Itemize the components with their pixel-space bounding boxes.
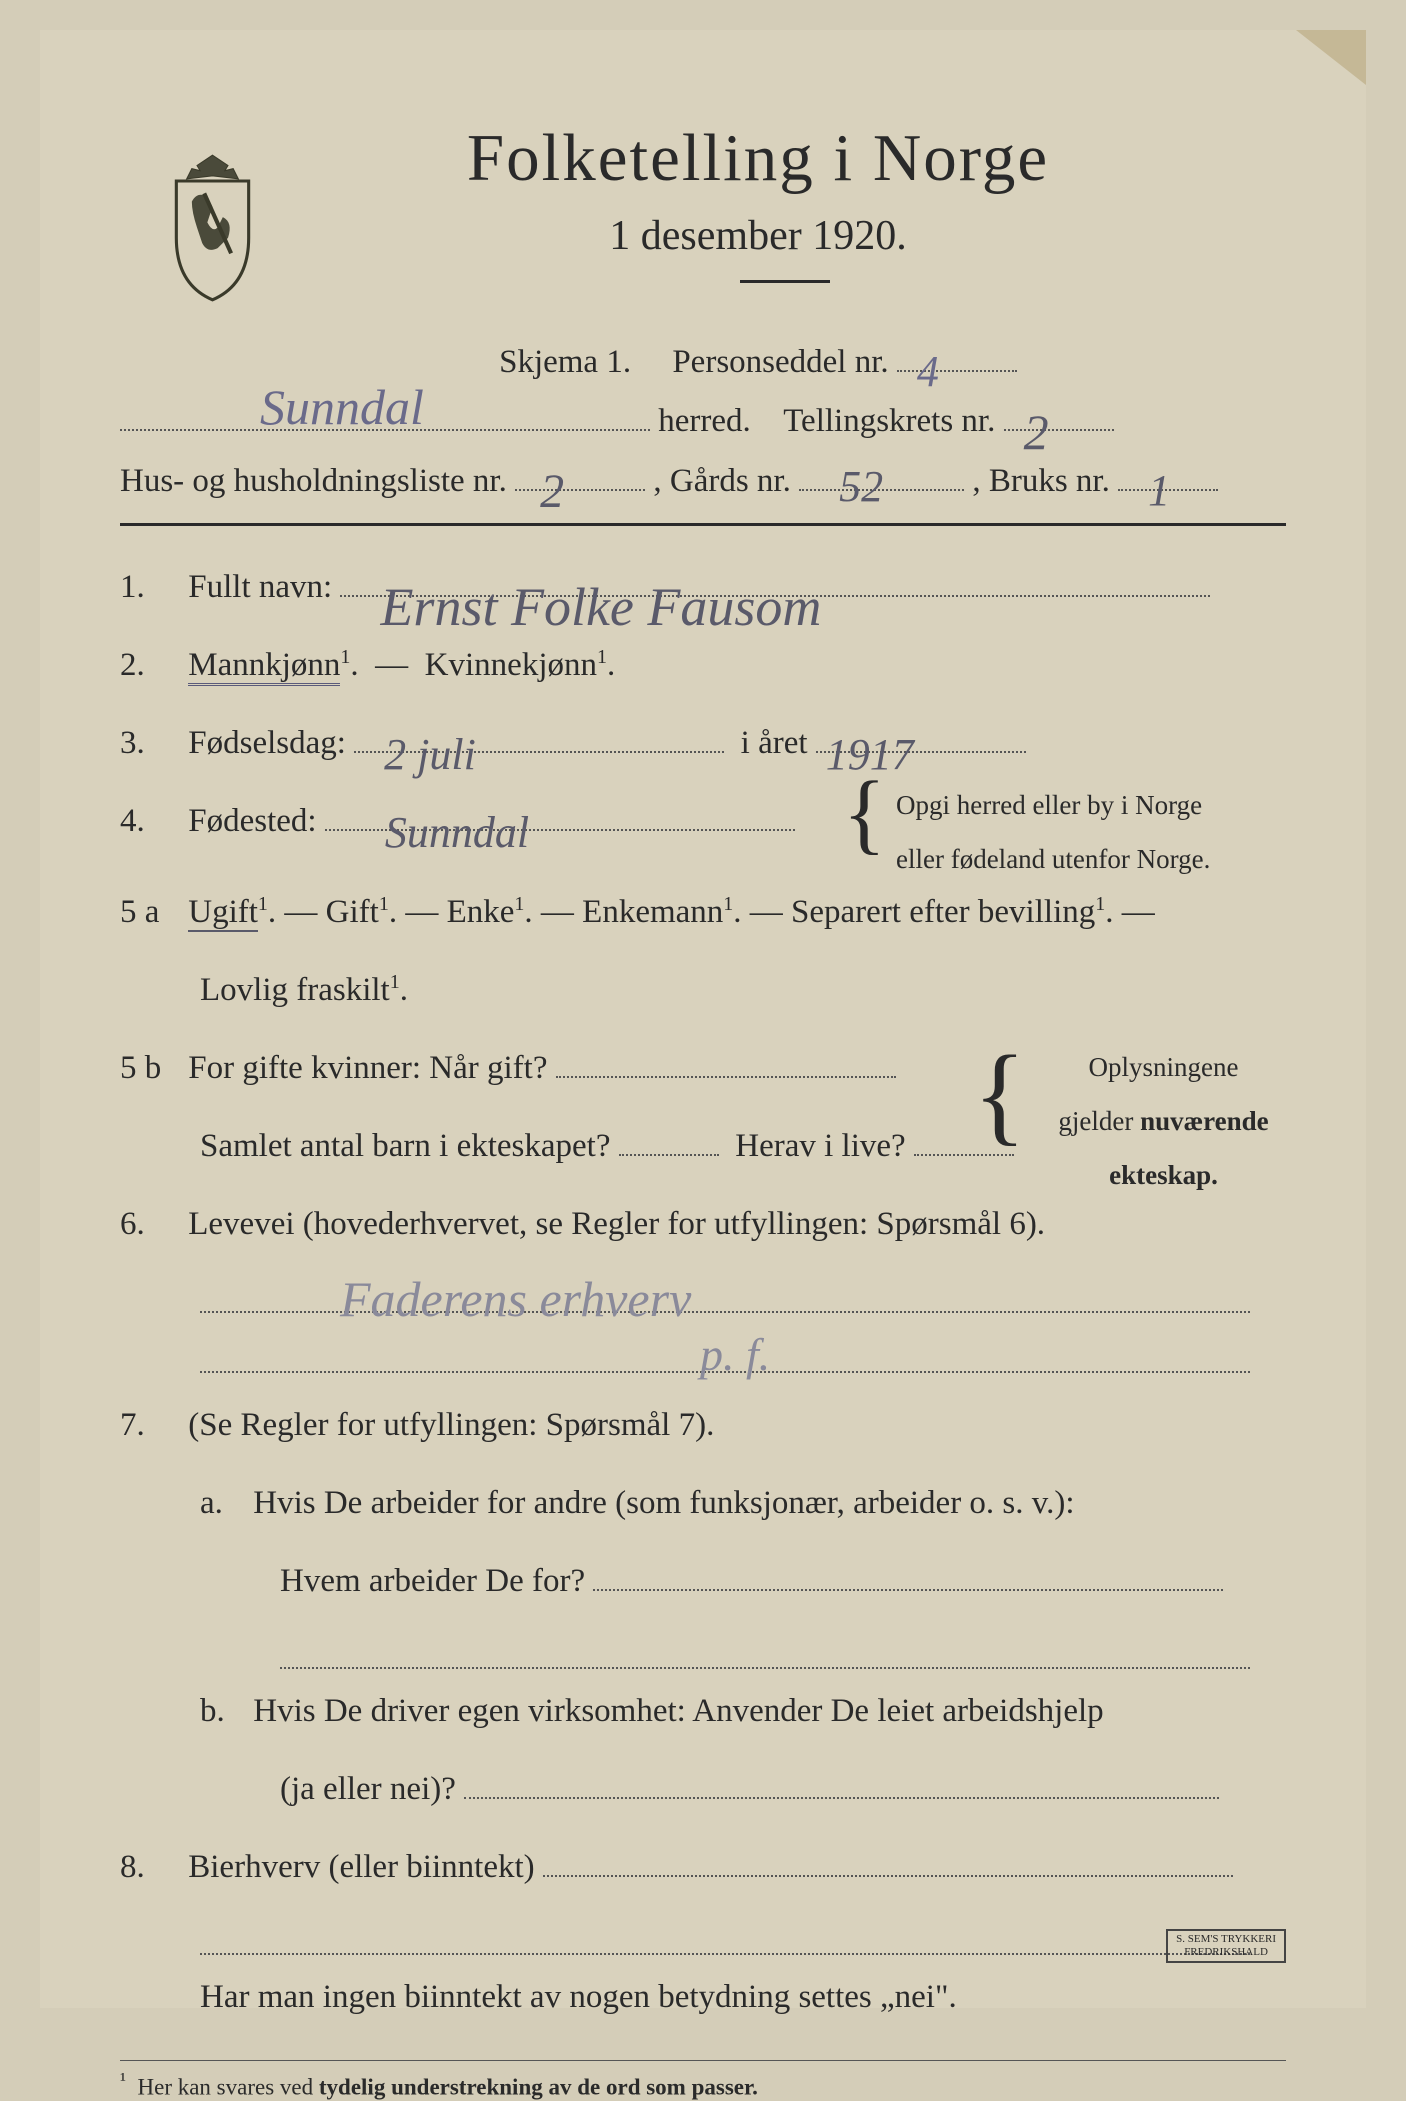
question-2: 2. Mannkjønn1. — Kvinnekjønn1. — [120, 632, 1286, 698]
bruks-value: 1 — [1148, 451, 1170, 530]
q1-label: Fullt navn: — [188, 569, 332, 605]
q7b-text2: (ja eller nei)? — [280, 1771, 456, 1807]
main-title: Folketelling i Norge — [230, 120, 1286, 197]
question-5a-cont: Lovlig fraskilt1. — [200, 957, 1286, 1023]
q4-label: Fødested: — [188, 803, 316, 839]
q7-label: (Se Regler for utfyllingen: Spørsmål 7). — [188, 1407, 714, 1443]
q3-number: 3. — [120, 710, 180, 776]
q8-note: Har man ingen biinntekt av nogen betydni… — [200, 1979, 957, 2015]
q3-day-value: 2 juli — [384, 711, 476, 799]
skjema-label: Skjema 1. — [499, 344, 631, 380]
footnote-text: Her kan svares ved tydelig understreknin… — [138, 2075, 758, 2100]
form-meta-section: Skjema 1. Personseddel nr. 4 Sunndal her… — [120, 333, 1286, 511]
q8-number: 8. — [120, 1834, 180, 1900]
q4-note1: Opgi herred eller by i Norge — [896, 790, 1202, 820]
q5a-number: 5 a — [120, 879, 180, 945]
husliste-label: Hus- og husholdningsliste nr. — [120, 463, 507, 499]
q2-number: 2. — [120, 632, 180, 698]
q5b-line1: For gifte kvinner: Når gift? — [188, 1050, 547, 1086]
q5a-text2: Lovlig fraskilt1. — [200, 972, 408, 1008]
subtitle-date: 1 desember 1920. — [230, 212, 1286, 260]
q7b-text1: Hvis De driver egen virksomhet: Anvender… — [253, 1693, 1103, 1729]
question-5b: 5 b For gifte kvinner: Når gift? { Oplys… — [120, 1035, 1286, 1101]
herred-label: herred. — [658, 403, 751, 439]
q7b-marker: b. — [200, 1678, 245, 1744]
husliste-value: 2 — [540, 449, 564, 535]
q5b-note1: Oplysningene — [1089, 1052, 1239, 1082]
q7a-marker: a. — [200, 1470, 245, 1536]
personseddel-label: Personseddel nr. — [672, 344, 888, 380]
header-rule — [740, 280, 830, 283]
question-7a: a. Hvis De arbeider for andre (som funks… — [200, 1470, 1286, 1536]
q5b-line2b: Herav i live? — [735, 1128, 905, 1164]
q4-value: Sunndal — [385, 789, 529, 877]
question-8: 8. Bierhverv (eller biinntekt) — [120, 1834, 1286, 1900]
question-7: 7. (Se Regler for utfyllingen: Spørsmål … — [120, 1392, 1286, 1458]
herred-value: Sunndal — [260, 362, 424, 452]
q6-label: Levevei (hovederhvervet, se Regler for u… — [188, 1206, 1045, 1242]
q6-value2: p. f. — [700, 1309, 770, 1401]
q5b-number: 5 b — [120, 1035, 180, 1101]
footnote-marker: ¹ — [120, 2069, 126, 2091]
question-7b: b. Hvis De driver egen virksomhet: Anven… — [200, 1678, 1286, 1744]
question-4: 4. Fødested: Sunndal { Opgi herred eller… — [120, 788, 1286, 854]
question-3: 3. Fødselsdag: 2 juli i året 1917 — [120, 710, 1286, 776]
q5b-line2a: Samlet antal barn i ekteskapet? — [200, 1128, 611, 1164]
q6-number: 6. — [120, 1191, 180, 1257]
section-divider — [120, 523, 1286, 526]
q4-note2: eller fødeland utenfor Norge. — [896, 844, 1210, 874]
q7a-text2: Hvem arbeider De for? — [280, 1563, 585, 1599]
q7a-text1: Hvis De arbeider for andre (som funksjon… — [253, 1485, 1074, 1521]
printer-stamp: S. SEM'S TRYKKERI FREDRIKSHALD — [1166, 1929, 1286, 1963]
question-5b-line2: Samlet antal barn i ekteskapet? Herav i … — [200, 1113, 1286, 1179]
gards-label: Gårds nr. — [670, 463, 791, 499]
bruks-label: Bruks nr. — [989, 463, 1110, 499]
q4-number: 4. — [120, 788, 180, 854]
q8-label: Bierhverv (eller biinntekt) — [188, 1849, 534, 1885]
q3-label: Fødselsdag: — [188, 725, 346, 761]
q2-label: Mannkjønn1. — Kvinnekjønn1. — [188, 647, 615, 683]
q7-number: 7. — [120, 1392, 180, 1458]
question-1: 1. Fullt navn: Ernst Folke Fausom — [120, 554, 1286, 620]
question-6: 6. Levevei (hovederhvervet, se Regler fo… — [120, 1191, 1286, 1257]
q5a-text: Ugift1. — Gift1. — Enke1. — Enkemann1. —… — [188, 894, 1154, 930]
q3-year-label: i året — [741, 725, 808, 761]
brace-icon: { — [843, 778, 886, 850]
printer-line1: S. SEM'S TRYKKERI — [1176, 1933, 1276, 1945]
coat-of-arms-icon — [160, 150, 265, 305]
printer-line2: FREDRIKSHALD — [1184, 1946, 1268, 1958]
question-5a: 5 a Ugift1. — Gift1. — Enke1. — Enkemann… — [120, 879, 1286, 945]
gards-value: 52 — [839, 447, 883, 526]
page-corner-fold — [1296, 30, 1366, 85]
q8-note-row: Har man ingen biinntekt av nogen betydni… — [200, 1964, 1286, 2030]
question-7b-line2: (ja eller nei)? — [280, 1756, 1286, 1822]
q1-number: 1. — [120, 554, 180, 620]
document-header: Folketelling i Norge 1 desember 1920. — [120, 120, 1286, 283]
tellingskrets-label: Tellingskrets nr. — [783, 403, 995, 439]
footnote: ¹ Her kan svares ved tydelig understrekn… — [120, 2060, 1286, 2101]
question-7a-line2: Hvem arbeider De for? — [280, 1548, 1286, 1614]
